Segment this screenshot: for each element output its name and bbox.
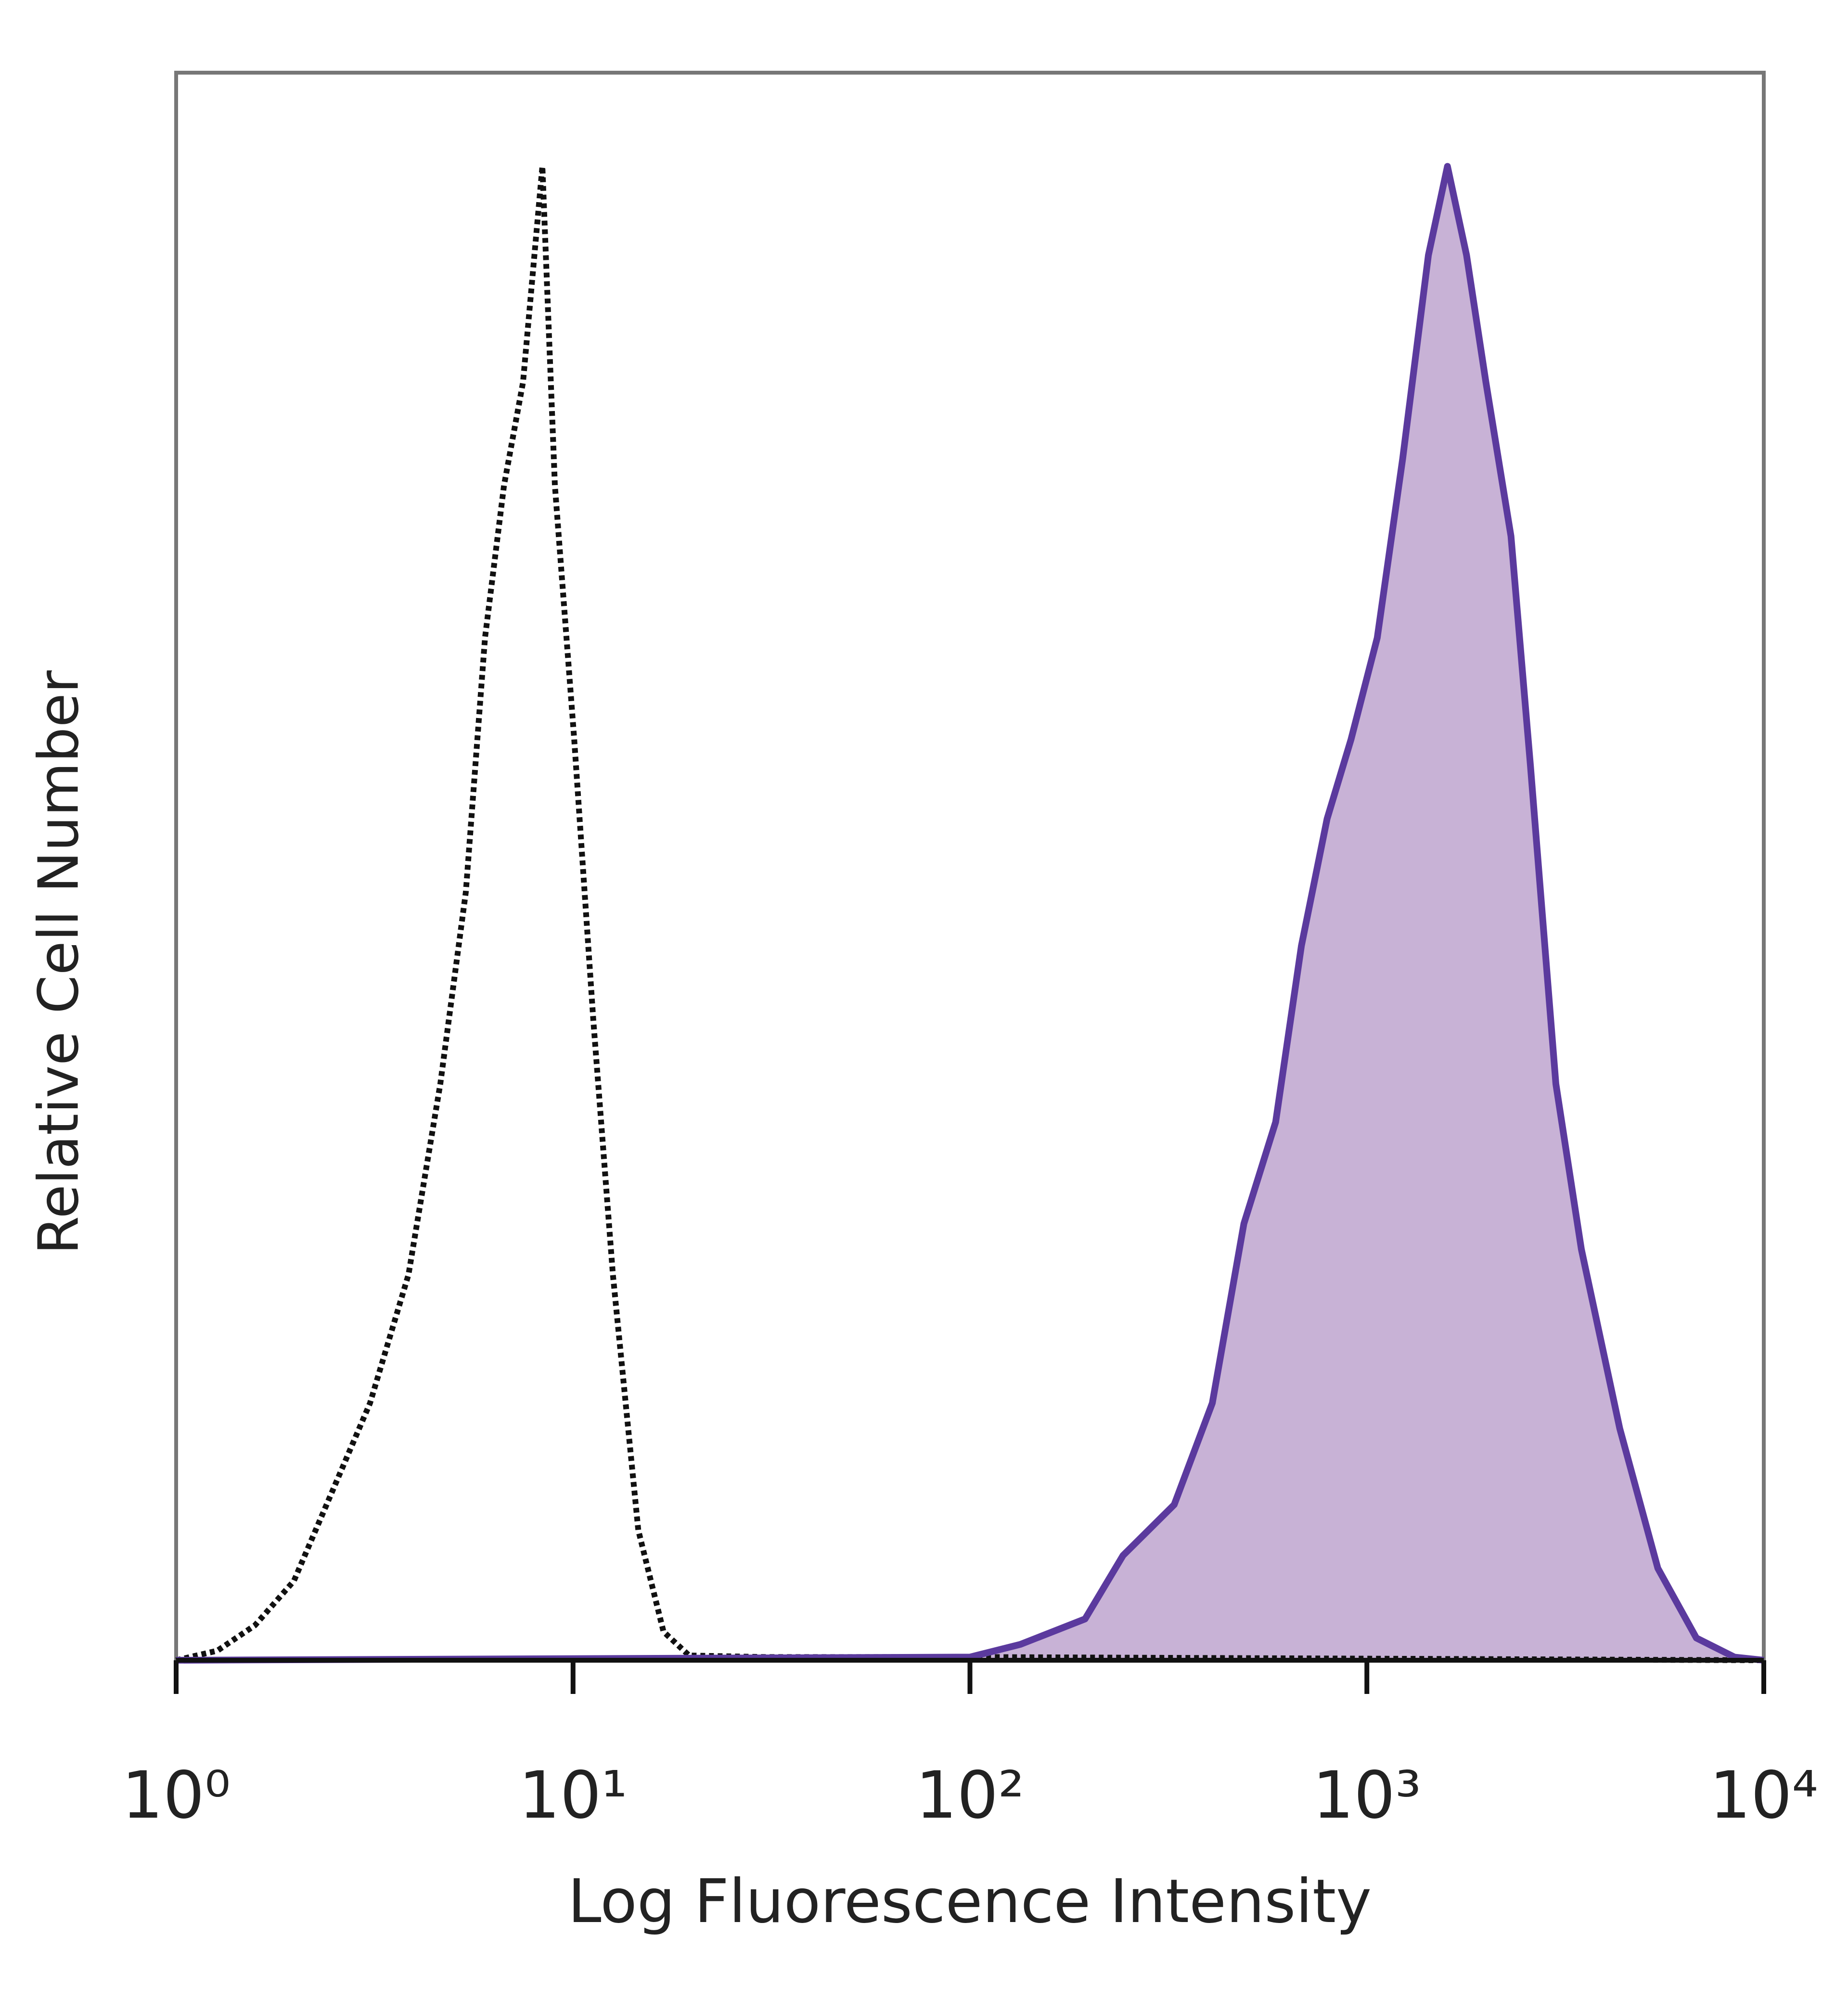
x-tick-label: 10¹: [519, 1757, 628, 1833]
y-axis-title: Relative Cell Number: [27, 670, 91, 1255]
area: [176, 166, 1764, 1660]
x-axis-title: Log Fluorescence Intensity: [568, 1867, 1372, 1936]
line: [176, 163, 1764, 1664]
x-tick-label: 10⁴: [1709, 1757, 1818, 1833]
x-tick-label: 10²: [916, 1757, 1025, 1833]
x-tick-label: 10⁰: [122, 1757, 231, 1833]
x-tick-label: 10³: [1312, 1757, 1421, 1833]
